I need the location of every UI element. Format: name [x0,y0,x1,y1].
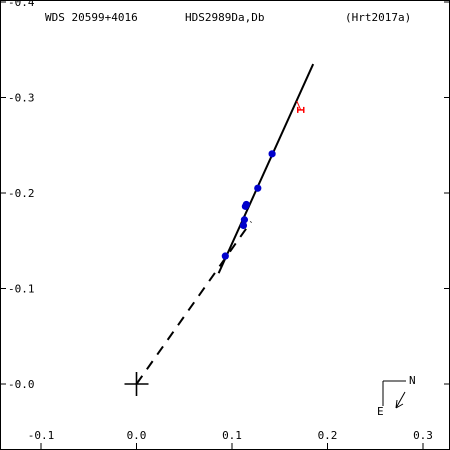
primary-star-marker [124,372,149,396]
observation-point [221,252,229,260]
y-tick-label: -0.0 [8,378,35,391]
observations-layer [221,150,276,260]
x-tick-label: 0.3 [413,429,433,442]
predicted-position-marker [296,100,305,113]
x-tick-label: 0.0 [127,429,147,442]
y-tick-label: -0.1 [8,283,35,296]
compass-north-label: E [377,405,384,418]
observation-point [240,216,249,224]
x-tick-label: 0.1 [222,429,242,442]
chart-title-right: (Hrt2017a) [345,11,411,24]
x-tick-label: -0.1 [28,429,55,442]
compass-arrow-icon [395,391,406,409]
predicted-marker-connector [296,100,302,111]
chart-title-center: HDS2989Da,Db [185,11,264,24]
x-tick-label: 0.2 [318,429,338,442]
y-tick-label: -0.2 [8,187,35,200]
observation-point [242,200,250,209]
orbit-fit-line [217,63,315,274]
projection-line [135,221,252,385]
observation-point [254,184,262,192]
chart-title-left: WDS 20599+4016 [45,11,138,24]
compass-east-label: N [409,374,416,387]
compass: N E [377,374,416,418]
y-tick-label: -0.4 [8,0,35,9]
observation-point [239,221,248,230]
y-tick-label: -0.3 [8,92,35,105]
observation-point [268,150,276,158]
